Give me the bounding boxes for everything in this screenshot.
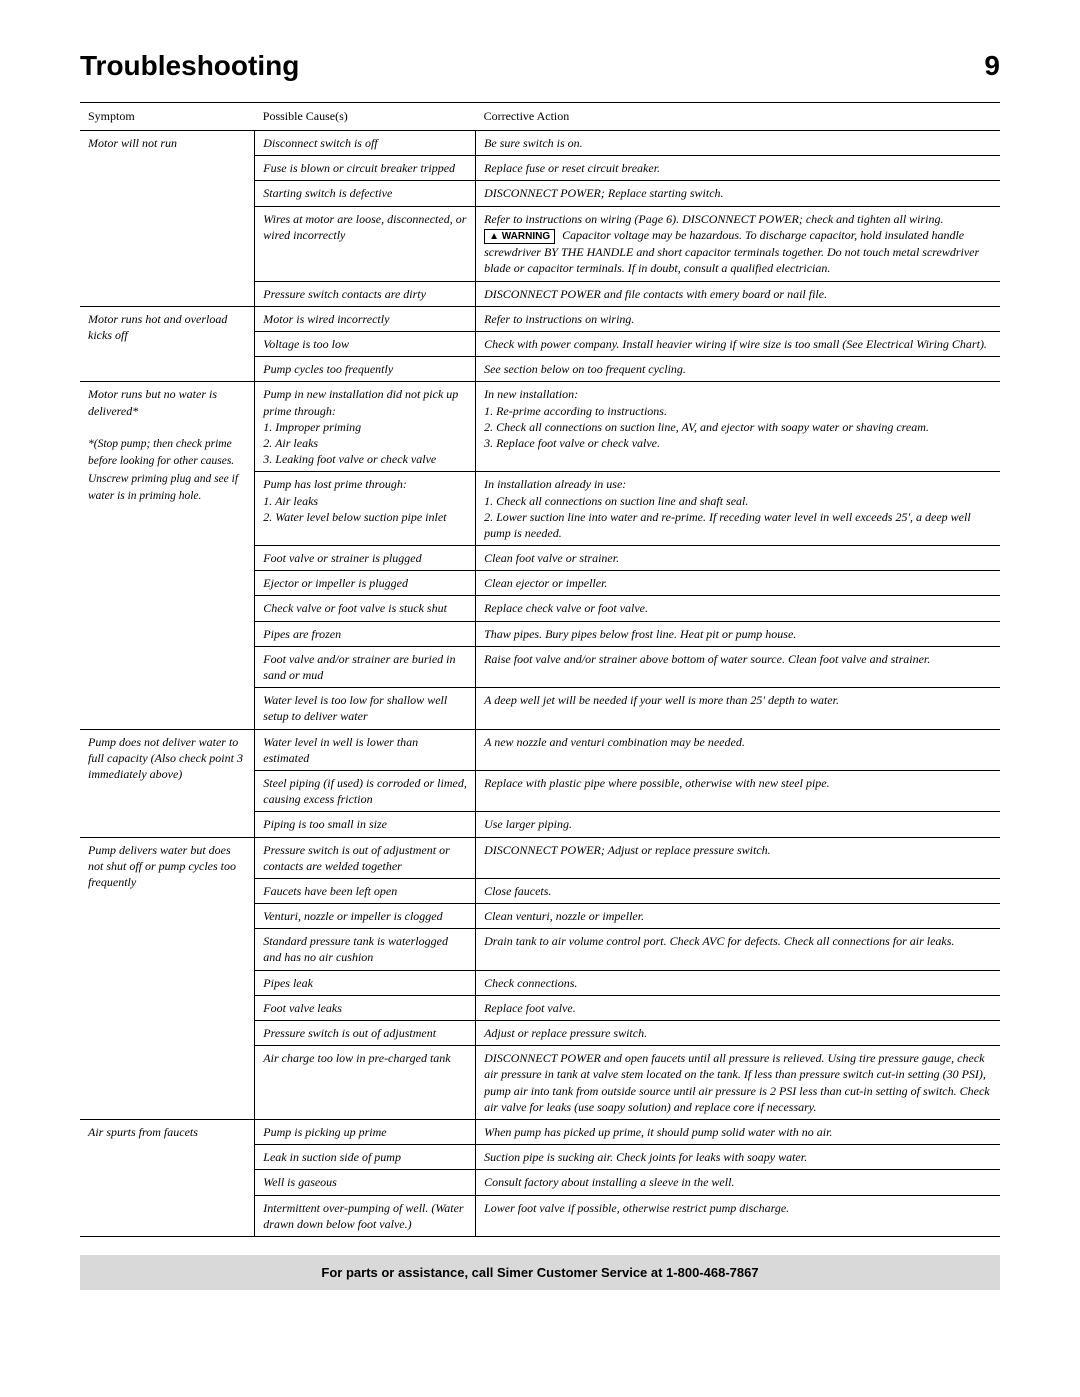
- cause-cell: Pump is picking up prime: [255, 1119, 476, 1144]
- cause-cell: Pipes are frozen: [255, 621, 476, 646]
- cause-cell: Fuse is blown or circuit breaker tripped: [255, 156, 476, 181]
- action-cell: Use larger piping.: [476, 812, 1000, 837]
- cause-cell: Starting switch is defective: [255, 181, 476, 206]
- action-cell: Replace foot valve.: [476, 995, 1000, 1020]
- action-cell: Replace with plastic pipe where possible…: [476, 770, 1000, 811]
- cause-cell: Pressure switch is out of adjustment or …: [255, 837, 476, 878]
- symptom-note: *(Stop pump; then check prime before loo…: [88, 438, 238, 503]
- action-cell: Be sure switch is on.: [476, 131, 1000, 156]
- action-text: Refer to instructions on wiring (Page 6)…: [484, 212, 943, 226]
- cause-cell: Steel piping (if used) is corroded or li…: [255, 770, 476, 811]
- action-cell: Close faucets.: [476, 878, 1000, 903]
- symptom-cell: Air spurts from faucets: [80, 1119, 255, 1236]
- warning-triangle-icon: ▲: [489, 231, 499, 242]
- action-cell: Refer to instructions on wiring.: [476, 306, 1000, 331]
- cause-cell: Foot valve leaks: [255, 995, 476, 1020]
- cause-cell: Pump has lost prime through: 1. Air leak…: [255, 472, 476, 546]
- action-cell: Check with power company. Install heavie…: [476, 332, 1000, 357]
- cause-cell: Piping is too small in size: [255, 812, 476, 837]
- cause-cell: Foot valve or strainer is plugged: [255, 546, 476, 571]
- cause-cell: Water level is too low for shallow well …: [255, 688, 476, 729]
- action-cell: Replace check valve or foot valve.: [476, 596, 1000, 621]
- cause-cell: Intermittent over-pumping of well. (Wate…: [255, 1195, 476, 1236]
- action-cell: Check connections.: [476, 970, 1000, 995]
- action-cell: DISCONNECT POWER and file contacts with …: [476, 281, 1000, 306]
- symptom-cell: Motor runs but no water is delivered* *(…: [80, 382, 255, 729]
- symptom-cell: Pump does not deliver water to full capa…: [80, 729, 255, 837]
- cause-cell: Pressure switch is out of adjustment: [255, 1021, 476, 1046]
- cause-cell: Disconnect switch is off: [255, 131, 476, 156]
- action-cell: Clean venturi, nozzle or impeller.: [476, 904, 1000, 929]
- action-cell: When pump has picked up prime, it should…: [476, 1119, 1000, 1144]
- cause-cell: Pump cycles too frequently: [255, 357, 476, 382]
- cause-cell: Pump in new installation did not pick up…: [255, 382, 476, 472]
- action-cell: Adjust or replace pressure switch.: [476, 1021, 1000, 1046]
- action-cell: A deep well jet will be needed if your w…: [476, 688, 1000, 729]
- action-cell: Drain tank to air volume control port. C…: [476, 929, 1000, 970]
- symptom-main: Motor runs but no water is delivered*: [88, 387, 217, 417]
- action-cell: Thaw pipes. Bury pipes below frost line.…: [476, 621, 1000, 646]
- cause-cell: Air charge too low in pre-charged tank: [255, 1046, 476, 1120]
- cause-cell: Pipes leak: [255, 970, 476, 995]
- action-cell: Replace fuse or reset circuit breaker.: [476, 156, 1000, 181]
- col-symptom: Symptom: [80, 103, 255, 131]
- cause-cell: Well is gaseous: [255, 1170, 476, 1195]
- symptom-cell: Motor runs hot and overload kicks off: [80, 306, 255, 382]
- action-cell: Refer to instructions on wiring (Page 6)…: [476, 206, 1000, 281]
- action-cell: See section below on too frequent cyclin…: [476, 357, 1000, 382]
- action-cell: Clean foot valve or strainer.: [476, 546, 1000, 571]
- cause-cell: Pressure switch contacts are dirty: [255, 281, 476, 306]
- action-cell: DISCONNECT POWER; Replace starting switc…: [476, 181, 1000, 206]
- action-cell: DISCONNECT POWER and open faucets until …: [476, 1046, 1000, 1120]
- page-number: 9: [984, 50, 1000, 82]
- col-cause: Possible Cause(s): [255, 103, 476, 131]
- cause-cell: Check valve or foot valve is stuck shut: [255, 596, 476, 621]
- action-cell: Consult factory about installing a sleev…: [476, 1170, 1000, 1195]
- action-cell: Lower foot valve if possible, otherwise …: [476, 1195, 1000, 1236]
- cause-cell: Motor is wired incorrectly: [255, 306, 476, 331]
- cause-cell: Water level in well is lower than estima…: [255, 729, 476, 770]
- page-header: Troubleshooting 9: [80, 50, 1000, 82]
- page-title: Troubleshooting: [80, 50, 299, 82]
- troubleshooting-table: Symptom Possible Cause(s) Corrective Act…: [80, 102, 1000, 1237]
- action-cell: Suction pipe is sucking air. Check joint…: [476, 1145, 1000, 1170]
- cause-cell: Voltage is too low: [255, 332, 476, 357]
- cause-cell: Standard pressure tank is waterlogged an…: [255, 929, 476, 970]
- action-cell: In new installation: 1. Re-prime accordi…: [476, 382, 1000, 472]
- warning-text: Capacitor voltage may be hazardous. To d…: [484, 228, 979, 276]
- cause-cell: Leak in suction side of pump: [255, 1145, 476, 1170]
- cause-cell: Wires at motor are loose, disconnected, …: [255, 206, 476, 281]
- cause-cell: Ejector or impeller is plugged: [255, 571, 476, 596]
- action-cell: In installation already in use: 1. Check…: [476, 472, 1000, 546]
- warning-label: WARNING: [502, 231, 550, 242]
- action-cell: Clean ejector or impeller.: [476, 571, 1000, 596]
- action-cell: Raise foot valve and/or strainer above b…: [476, 646, 1000, 687]
- symptom-cell: Pump delivers water but does not shut of…: [80, 837, 255, 1119]
- cause-cell: Foot valve and/or strainer are buried in…: [255, 646, 476, 687]
- warning-badge: ▲ WARNING: [484, 229, 555, 245]
- cause-cell: Venturi, nozzle or impeller is clogged: [255, 904, 476, 929]
- col-action: Corrective Action: [476, 103, 1000, 131]
- symptom-cell: Motor will not run: [80, 131, 255, 307]
- footer-bar: For parts or assistance, call Simer Cust…: [80, 1255, 1000, 1290]
- cause-cell: Faucets have been left open: [255, 878, 476, 903]
- action-cell: DISCONNECT POWER; Adjust or replace pres…: [476, 837, 1000, 878]
- action-cell: A new nozzle and venturi combination may…: [476, 729, 1000, 770]
